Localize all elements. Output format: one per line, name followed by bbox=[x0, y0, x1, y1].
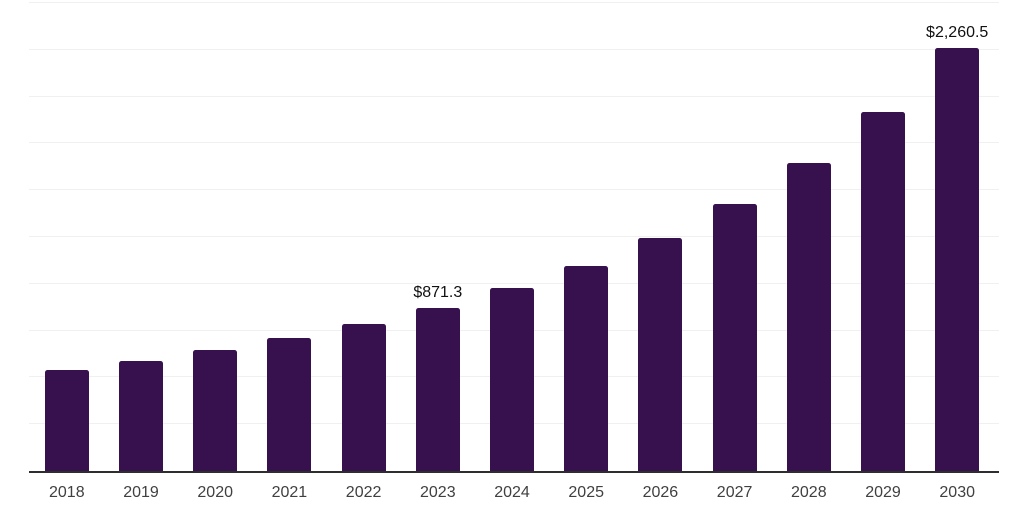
x-tick-label-2029: 2029 bbox=[865, 484, 901, 501]
x-tick-label-2027: 2027 bbox=[716, 484, 753, 501]
gridline-2000 bbox=[29, 95, 999, 97]
gridline-1500 bbox=[29, 189, 999, 191]
x-tick-label-2019: 2019 bbox=[123, 484, 159, 501]
x-tick-label-2023: 2023 bbox=[420, 484, 456, 501]
bar-2027 bbox=[712, 204, 757, 471]
value-label-2023: $871.3 bbox=[413, 283, 463, 301]
x-tick-label-2018: 2018 bbox=[49, 484, 85, 501]
gridline-2500 bbox=[29, 2, 999, 3]
gridline-1000 bbox=[29, 282, 999, 284]
x-tick-label-2024: 2024 bbox=[494, 484, 530, 501]
bar-2030 bbox=[935, 47, 980, 471]
bar-2021 bbox=[267, 337, 312, 471]
bar-2022 bbox=[341, 323, 386, 471]
x-tick-label-2025: 2025 bbox=[568, 484, 604, 501]
x-tick-label-2028: 2028 bbox=[791, 484, 827, 501]
x-tick-label-2021: 2021 bbox=[271, 484, 308, 501]
bar-2029 bbox=[861, 112, 905, 471]
x-tick-label-2020: 2020 bbox=[197, 484, 233, 501]
gridline-2250 bbox=[29, 48, 999, 50]
x-tick-label-2030: 2030 bbox=[939, 484, 975, 501]
gridline-1250 bbox=[29, 236, 999, 237]
bar-2025 bbox=[564, 265, 609, 471]
bar-2023 bbox=[415, 307, 460, 471]
bar-2018 bbox=[44, 369, 89, 471]
bar-2026 bbox=[638, 238, 683, 471]
x-tick-label-2022: 2022 bbox=[345, 484, 382, 501]
plot-area: $871.3 $2,260.5 bbox=[29, 2, 999, 473]
bar-2019 bbox=[119, 360, 163, 471]
bar-2020 bbox=[193, 349, 238, 471]
value-label-2030: $2,260.5 bbox=[926, 23, 989, 41]
bar-2024 bbox=[490, 287, 534, 471]
x-tick-label-2026: 2026 bbox=[642, 484, 679, 501]
gridline-1750 bbox=[29, 142, 999, 144]
bar-2028 bbox=[786, 163, 831, 471]
